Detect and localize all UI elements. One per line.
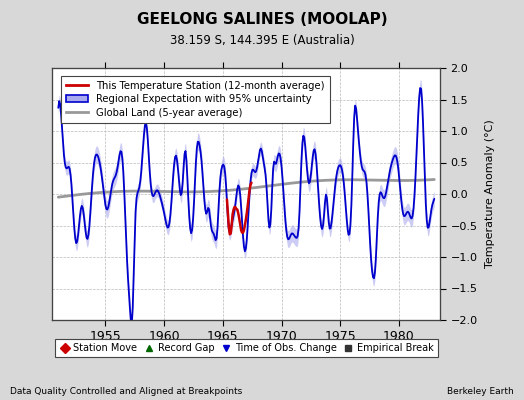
Text: GEELONG SALINES (MOOLAP): GEELONG SALINES (MOOLAP) (137, 12, 387, 27)
Legend: This Temperature Station (12-month average), Regional Expectation with 95% uncer: This Temperature Station (12-month avera… (61, 76, 330, 122)
Text: Data Quality Controlled and Aligned at Breakpoints: Data Quality Controlled and Aligned at B… (10, 387, 243, 396)
Legend: Station Move, Record Gap, Time of Obs. Change, Empirical Break: Station Move, Record Gap, Time of Obs. C… (55, 339, 438, 357)
Y-axis label: Temperature Anomaly (°C): Temperature Anomaly (°C) (485, 120, 495, 268)
Text: 38.159 S, 144.395 E (Australia): 38.159 S, 144.395 E (Australia) (170, 34, 354, 47)
Text: Berkeley Earth: Berkeley Earth (447, 387, 514, 396)
